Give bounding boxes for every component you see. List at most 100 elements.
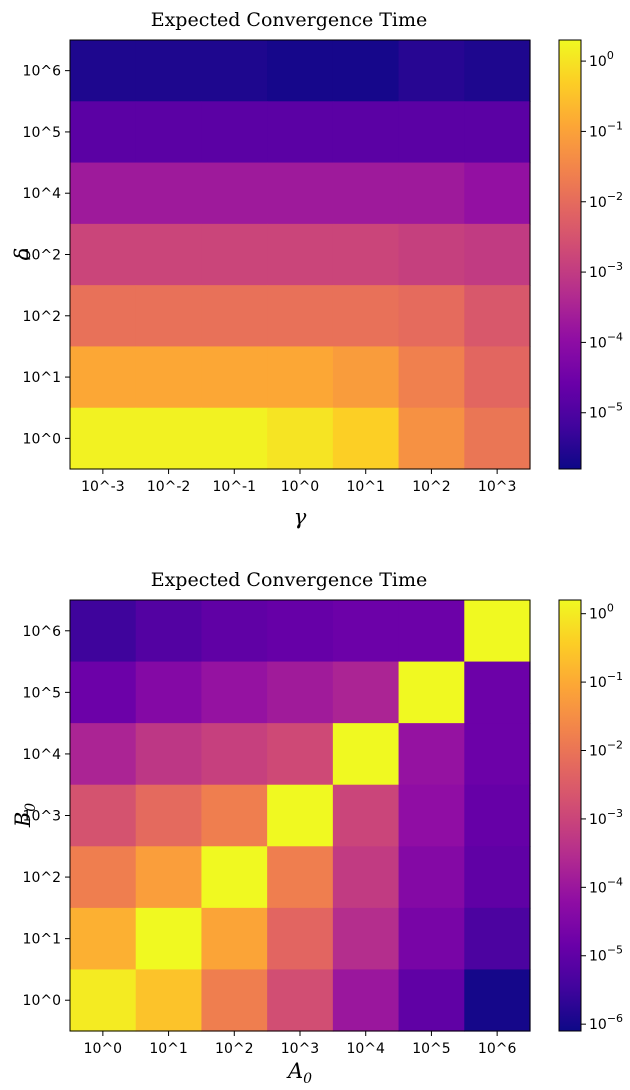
- heatmap-cell-3-1: [135, 784, 203, 847]
- heatmap-cell-3-6: [464, 784, 531, 847]
- heatmap-cell-0-1: [135, 600, 203, 663]
- heatmap-cell-0-2: [201, 40, 268, 102]
- heatmap-cell-6-2: [201, 407, 268, 470]
- heatmap-cell-3-2: [201, 784, 268, 847]
- heatmap-cell-5-1: [135, 346, 203, 409]
- heatmap-cell-1-2: [201, 101, 268, 164]
- heatmap-cell-3-3: [267, 223, 334, 286]
- heatmap-cell-2-4: [332, 723, 400, 786]
- colorbar-tick-label: 10−2: [589, 739, 623, 760]
- heatmap-cell-1-6: [464, 661, 531, 724]
- heatmap-cell-5-2: [201, 907, 268, 971]
- chart-2-colorbar-ticks: 100 10−1 10−2 10−3 10−4 10−5 10−6: [581, 602, 623, 1033]
- heatmap-cell-2-2: [201, 723, 268, 786]
- heatmap-cell-1-0: [70, 101, 137, 164]
- heatmap-cell-4-5: [398, 846, 465, 909]
- heatmap-cell-2-5: [398, 162, 465, 225]
- chart-2-cells: [70, 600, 531, 1032]
- heatmap-cell-1-3: [267, 101, 334, 164]
- colorbar-tick-label: 10−4: [589, 330, 623, 351]
- heatmap-cell-6-1: [135, 969, 203, 1032]
- heatmap-cell-6-3: [267, 969, 334, 1032]
- y-tick-label: 10^4: [23, 747, 62, 763]
- heatmap-cell-0-6: [464, 600, 531, 663]
- x-tick-label: 10^6: [478, 1041, 517, 1057]
- y-tick-label: 10^6: [23, 624, 62, 640]
- heatmap-cell-4-3: [267, 846, 334, 909]
- heatmap-cell-6-5: [398, 407, 465, 470]
- x-tick-label: 10^4: [346, 1041, 385, 1057]
- heatmap-cell-3-4: [332, 223, 400, 286]
- heatmap-cell-3-3: [267, 784, 334, 847]
- y-tick-label: 10^6: [23, 64, 62, 80]
- heatmap-cell-5-4: [332, 346, 400, 409]
- chart-2-x-axis-label: A0: [286, 1059, 312, 1087]
- x-tick-label: 10^-2: [147, 479, 191, 495]
- heatmap-cell-4-2: [201, 846, 268, 909]
- heatmap-cell-4-3: [267, 285, 334, 348]
- chart-1-title: Expected Convergence Time: [151, 9, 428, 31]
- chart-1-y-axis-label: δ: [11, 248, 35, 261]
- heatmap-cell-0-0: [70, 600, 137, 663]
- x-tick-label: 10^3: [478, 479, 516, 495]
- chart-2-y-ticks: 10^6 10^5 10^4 10^3 10^2 10^1 10^0: [23, 624, 70, 1009]
- x-tick-label: 10^5: [412, 1041, 450, 1057]
- chart-1-colorbar-ticks: 100 10−1 10−2 10−3 10−4 10−5: [581, 49, 623, 422]
- heatmap-cell-0-3: [267, 40, 334, 102]
- heatmap-cell-4-0: [70, 285, 137, 348]
- colorbar-tick-label: 10−4: [589, 875, 623, 896]
- x-tick-label: 10^-1: [213, 479, 257, 495]
- heatmap-cell-5-5: [398, 907, 465, 971]
- heatmap-cell-1-1: [135, 101, 203, 164]
- y-tick-label: 10^1: [23, 932, 61, 948]
- chart-1-cells: [70, 40, 531, 470]
- heatmap-cell-3-1: [135, 223, 203, 286]
- y-tick-label: 10^3: [23, 809, 61, 825]
- heatmap-cell-3-6: [464, 223, 531, 286]
- y-tick-label: 10^1: [23, 370, 61, 386]
- heatmap-cell-4-6: [464, 846, 531, 909]
- heatmap-cell-2-6: [464, 162, 531, 225]
- colorbar-tick-label: 10−1: [589, 119, 623, 140]
- heatmap-cell-2-6: [464, 723, 531, 786]
- chart-2-x-ticks: 10^0 10^1 10^2 10^3 10^4 10^5 10^6: [84, 1031, 517, 1057]
- chart-2-y-axis-label: B0: [11, 803, 39, 828]
- heatmap-cell-4-1: [135, 846, 203, 909]
- heatmap-cell-0-6: [464, 40, 531, 102]
- x-tick-label: 10^3: [281, 1041, 319, 1057]
- heatmap-cell-2-1: [135, 723, 203, 786]
- heatmap-cell-0-3: [267, 600, 334, 663]
- heatmap-cell-1-0: [70, 661, 137, 724]
- heatmap-cell-6-3: [267, 407, 334, 470]
- heatmap-cell-1-4: [332, 101, 400, 164]
- chart-1-colorbar: [558, 39, 582, 470]
- heatmap-cell-6-2: [201, 969, 268, 1032]
- colorbar-tick-label: 10−3: [589, 260, 623, 281]
- heatmap-cell-1-5: [398, 101, 465, 164]
- heatmap-cell-1-5: [398, 661, 465, 724]
- heatmap-cell-6-6: [464, 969, 531, 1032]
- heatmap-cell-2-0: [70, 162, 137, 225]
- heatmap-cell-0-5: [398, 40, 465, 102]
- colorbar-tick-label: 100: [589, 49, 614, 70]
- heatmap-cell-2-5: [398, 723, 465, 786]
- x-tick-label: 10^2: [215, 1041, 253, 1057]
- heatmap-cell-1-3: [267, 661, 334, 724]
- heatmap-cell-1-2: [201, 661, 268, 724]
- y-tick-label: 10^2: [23, 870, 61, 886]
- heatmap-cell-5-0: [70, 346, 137, 409]
- heatmap-cell-5-1: [135, 907, 203, 971]
- x-tick-label: 10^1: [149, 1041, 187, 1057]
- heatmap-cell-2-3: [267, 162, 334, 225]
- heatmap-cell-6-4: [332, 407, 400, 470]
- colorbar-tick-label: 10−1: [589, 670, 623, 691]
- heatmap-cell-4-2: [201, 285, 268, 348]
- y-tick-label: 10^0: [23, 431, 61, 447]
- heatmap-cell-2-0: [70, 723, 137, 786]
- y-tick-label: 10^4: [23, 186, 62, 202]
- heatmap-cell-2-1: [135, 162, 203, 225]
- colorbar-tick-label: 10−5: [589, 401, 623, 422]
- x-tick-label: 10^1: [346, 479, 384, 495]
- heatmap-cell-6-0: [70, 407, 137, 470]
